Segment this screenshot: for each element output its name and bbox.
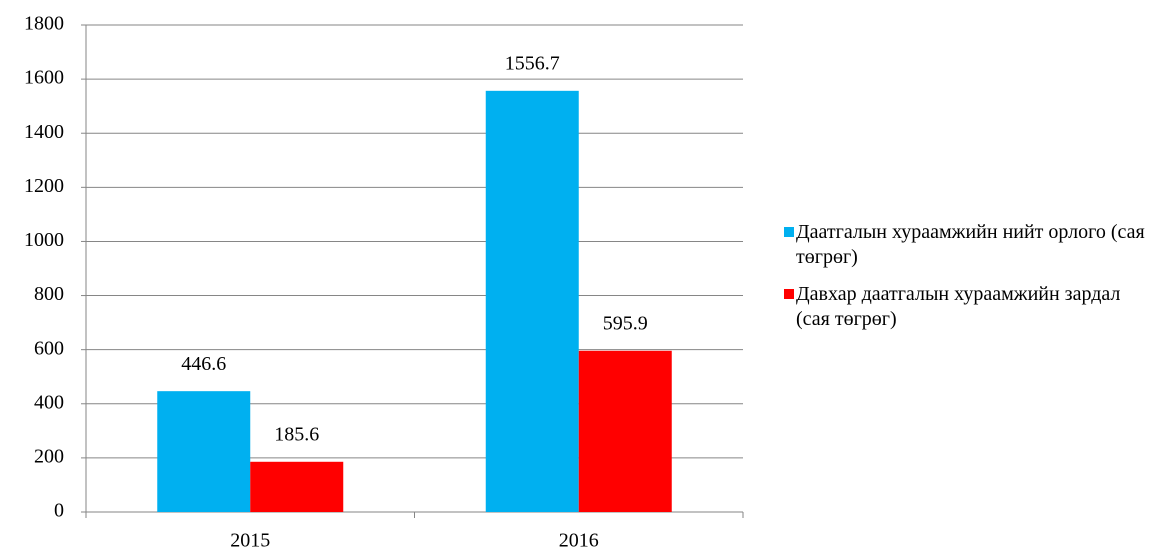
legend-swatch [784,227,794,237]
bar [578,350,672,512]
y-tick-label: 400 [34,391,64,413]
bar [157,391,251,512]
y-tick-label: 800 [34,283,64,305]
legend-swatch [784,289,794,299]
data-label: 446.6 [181,353,226,375]
y-tick-label: 0 [54,500,64,522]
legend-label: Даатгалын хураамжийн нийт орлого (сая тө… [796,221,1145,268]
legend-item: Давхар даатгалын хураамжийн зардал (сая … [784,282,1154,332]
legend-item: Даатгалын хураамжийн нийт орлого (сая тө… [784,220,1154,270]
x-tick-label: 2016 [559,530,599,552]
data-label: 185.6 [274,423,319,445]
data-label: 1556.7 [505,52,560,74]
legend: Даатгалын хураамжийн нийт орлого (сая тө… [784,220,1154,344]
y-tick-label: 600 [34,337,64,359]
y-tick-label: 200 [34,445,64,467]
y-tick-label: 1800 [24,13,64,35]
legend-label: Давхар даатгалын хураамжийн зардал (сая … [796,283,1121,330]
y-tick-label: 1400 [24,121,64,143]
y-tick-label: 1600 [24,67,64,89]
bar [250,461,344,512]
bar [485,90,579,512]
data-label: 595.9 [603,312,648,334]
y-tick-label: 1200 [24,175,64,197]
x-tick-label: 2015 [230,530,270,552]
y-tick-label: 1000 [24,229,64,251]
